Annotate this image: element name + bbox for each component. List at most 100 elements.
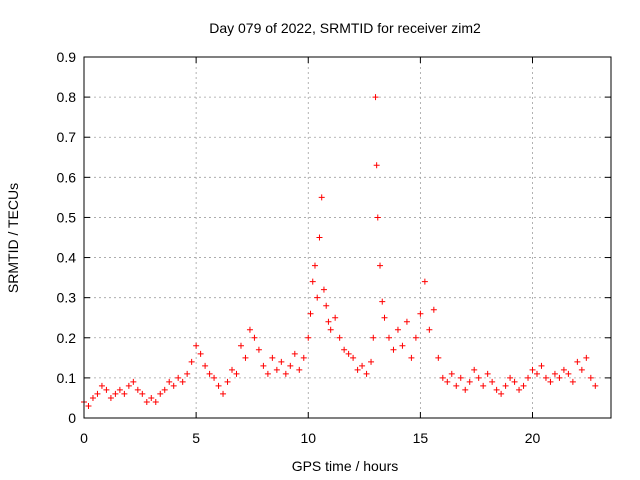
data-point — [112, 390, 119, 397]
data-point — [374, 214, 381, 221]
data-point — [354, 366, 361, 373]
y-tick-label: 0.9 — [57, 49, 77, 65]
x-tick-label: 5 — [192, 430, 200, 446]
data-point — [89, 394, 96, 401]
y-tick-label: 0.2 — [57, 330, 77, 346]
x-tick-label: 0 — [80, 430, 88, 446]
data-point — [215, 382, 222, 389]
data-point — [220, 390, 227, 397]
data-point — [325, 318, 332, 325]
data-point — [318, 194, 325, 201]
data-point — [379, 298, 386, 305]
chart-title: Day 079 of 2022, SRMTID for receiver zim… — [209, 20, 481, 36]
data-point — [148, 394, 155, 401]
data-point — [157, 390, 164, 397]
data-point — [520, 382, 527, 389]
x-tick-label: 15 — [413, 430, 429, 446]
data-point — [412, 334, 419, 341]
tick-labels: 0 0.1 0.2 0.3 0.4 0.5 0.6 0.7 0.8 0.9 0 5 10 15 20 — [57, 49, 541, 446]
data-point — [139, 390, 146, 397]
data-point — [103, 386, 110, 393]
data-point — [475, 374, 482, 381]
x-tick-label: 20 — [525, 430, 541, 446]
data-point — [332, 314, 339, 321]
data-point — [529, 366, 536, 373]
data-point — [98, 382, 105, 389]
data-point — [439, 374, 446, 381]
data-point — [278, 358, 285, 365]
data-point — [229, 366, 236, 373]
data-point — [453, 382, 460, 389]
data-point — [359, 362, 366, 369]
y-tick-label: 0.5 — [57, 209, 77, 225]
data-point — [116, 386, 123, 393]
data-point — [85, 402, 92, 409]
data-point — [166, 378, 173, 385]
data-point — [381, 314, 388, 321]
data-point — [296, 366, 303, 373]
data-point — [269, 354, 276, 361]
data-point — [260, 362, 267, 369]
data-point — [556, 374, 563, 381]
data-point — [237, 342, 244, 349]
data-point — [309, 278, 316, 285]
data-point — [170, 382, 177, 389]
data-point — [130, 378, 137, 385]
data-point — [444, 378, 451, 385]
data-point — [251, 334, 258, 341]
data-point — [399, 342, 406, 349]
data-point — [307, 310, 314, 317]
data-point — [327, 326, 334, 333]
data-point — [511, 378, 518, 385]
data-point — [408, 354, 415, 361]
y-tick-label: 0 — [68, 410, 76, 426]
data-point — [179, 378, 186, 385]
data-point — [403, 318, 410, 325]
data-point — [377, 262, 384, 269]
data-point — [560, 366, 567, 373]
data-point — [211, 374, 218, 381]
data-point — [525, 374, 532, 381]
data-point — [493, 386, 500, 393]
data-point — [583, 354, 590, 361]
data-point — [551, 370, 558, 377]
data-point — [300, 354, 307, 361]
data-point — [569, 378, 576, 385]
data-point — [426, 326, 433, 333]
data-point — [462, 386, 469, 393]
x-tick-label: 10 — [300, 430, 316, 446]
y-tick-label: 0.6 — [57, 169, 77, 185]
y-tick-label: 0.7 — [57, 129, 77, 145]
data-point — [193, 342, 200, 349]
data-point — [341, 346, 348, 353]
data-point — [390, 346, 397, 353]
data-point — [188, 358, 195, 365]
data-point — [255, 346, 262, 353]
data-point — [311, 262, 318, 269]
data-point — [430, 306, 437, 313]
data-point — [345, 350, 352, 357]
data-point — [538, 362, 545, 369]
y-axis-label: SRMTID / TECUs — [5, 183, 21, 293]
data-point — [206, 370, 213, 377]
data-point — [305, 334, 312, 341]
data-point — [320, 286, 327, 293]
data-point — [435, 354, 442, 361]
grid — [84, 57, 611, 418]
data-point — [287, 362, 294, 369]
data-point — [264, 370, 271, 377]
data-point — [457, 374, 464, 381]
data-point — [385, 334, 392, 341]
y-tick-label: 0.4 — [57, 250, 77, 266]
data-point — [417, 310, 424, 317]
data-point — [246, 326, 253, 333]
data-point — [471, 366, 478, 373]
y-tick-label: 0.1 — [57, 370, 77, 386]
data-point — [592, 382, 599, 389]
data-point — [484, 370, 491, 377]
data-point — [152, 398, 159, 405]
data-point — [314, 294, 321, 301]
data-point — [578, 366, 585, 373]
data-point — [336, 334, 343, 341]
